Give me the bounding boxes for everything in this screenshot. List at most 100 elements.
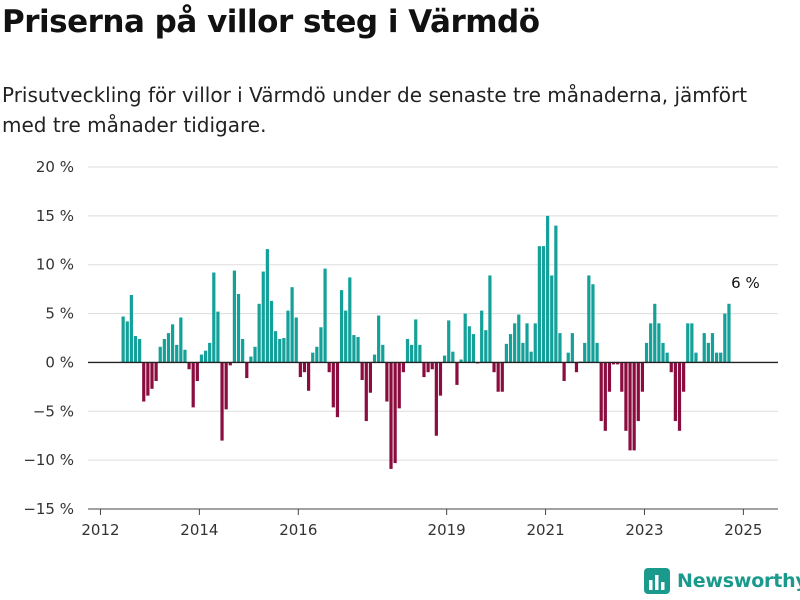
bar [620, 362, 624, 392]
bar [599, 362, 603, 422]
bar [290, 287, 294, 363]
bar [653, 303, 657, 363]
bar [686, 323, 690, 363]
chart-subtitle: Prisutveckling för villor i Värmdö under… [2, 83, 748, 137]
bar [327, 362, 331, 373]
bar [451, 351, 455, 363]
bar [311, 352, 315, 363]
bar [405, 338, 410, 363]
bar [360, 362, 364, 381]
bar [719, 352, 723, 363]
bar [504, 343, 509, 363]
bar [269, 300, 274, 363]
x-tick-label: 2014 [180, 521, 218, 539]
bar [649, 323, 653, 363]
bar [513, 323, 517, 363]
bar [138, 338, 142, 363]
bar [245, 362, 249, 379]
bar [727, 303, 731, 363]
bar [521, 342, 525, 363]
bar [673, 362, 677, 422]
bar [566, 352, 570, 363]
bar [570, 333, 574, 363]
bar [537, 246, 541, 363]
bar [447, 320, 451, 363]
bar [187, 362, 191, 370]
bar [150, 362, 154, 389]
bar [710, 333, 715, 363]
bar [377, 315, 381, 363]
bar [232, 270, 237, 363]
x-tick-label: 2021 [526, 521, 564, 539]
bar [426, 362, 430, 373]
y-tick-label: −15 % [23, 500, 74, 518]
bar [344, 310, 348, 363]
bar [455, 362, 459, 385]
bar [294, 317, 298, 363]
bar [723, 313, 727, 363]
bar [203, 350, 208, 363]
x-tick-label: 2025 [724, 521, 762, 539]
bar [410, 344, 414, 363]
bars [121, 215, 731, 469]
y-tick-label: 5 % [45, 305, 74, 323]
bar [603, 362, 607, 431]
bar [183, 349, 187, 363]
bar [179, 317, 183, 363]
bar [319, 327, 323, 363]
bar [253, 346, 257, 363]
bar [595, 342, 599, 363]
bar [414, 319, 418, 363]
bar [562, 362, 566, 381]
bar [554, 225, 558, 363]
bar [356, 337, 360, 363]
bar [533, 323, 537, 363]
bar [368, 362, 373, 393]
bar [397, 362, 401, 409]
chart-title: Priserna på villor steg i Värmdö [2, 4, 540, 40]
last-value-annotation: 6 % [731, 274, 760, 292]
bar [195, 362, 199, 381]
bar [525, 323, 529, 363]
bar [166, 333, 171, 363]
bar [682, 362, 686, 392]
bar [335, 362, 340, 418]
bar [508, 334, 513, 363]
bar [442, 355, 447, 363]
bar [162, 338, 166, 363]
bar [302, 362, 307, 373]
bar [125, 321, 129, 363]
bar [496, 362, 500, 392]
bar [224, 362, 228, 410]
bar [393, 362, 397, 464]
bar [459, 359, 463, 363]
bar [121, 316, 125, 363]
bar [199, 354, 204, 363]
bar [677, 362, 682, 431]
bar [228, 362, 232, 366]
bar [352, 335, 356, 363]
bar [665, 352, 669, 363]
bar [430, 362, 434, 370]
bar [628, 362, 632, 451]
bar [541, 246, 546, 363]
bar [146, 362, 150, 396]
bar [133, 336, 138, 363]
bar [434, 362, 438, 436]
bar [484, 330, 488, 363]
bar [274, 331, 278, 363]
brand-name: Newsworthy [677, 570, 800, 592]
bar [175, 344, 179, 363]
bar [208, 342, 212, 363]
bar [401, 362, 405, 373]
bar [170, 324, 175, 363]
bar [517, 314, 521, 363]
bar [529, 351, 533, 363]
y-tick-label: 20 % [36, 158, 74, 176]
bar [488, 275, 492, 363]
bar [306, 362, 311, 391]
bar [154, 362, 158, 381]
bar [471, 334, 476, 363]
bar [216, 311, 220, 363]
bar [372, 354, 377, 363]
